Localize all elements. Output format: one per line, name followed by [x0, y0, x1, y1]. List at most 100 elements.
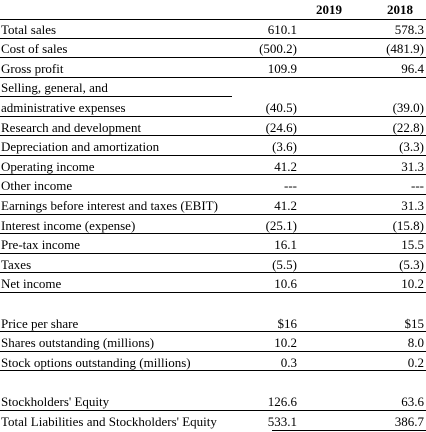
row-label: Operating income [1, 158, 95, 174]
table-row: Operating income 41.2 31.3 [0, 157, 426, 177]
row-divider [0, 410, 426, 411]
row-label: Shares outstanding (millions) [1, 335, 155, 351]
row-label: Stock options outstanding (millions) [1, 354, 191, 370]
value-2018: (481.9) [386, 41, 424, 57]
row-divider [0, 194, 426, 195]
value-2019: (40.5) [265, 100, 297, 115]
value-2018: (3.3) [399, 139, 424, 155]
table-row: Research and development (24.6) (22.8) [0, 118, 426, 138]
table-row [0, 372, 426, 392]
table-header-row: 2019 2018 [0, 0, 426, 20]
row-label: Taxes [1, 256, 32, 272]
value-2019: $16 [277, 315, 298, 331]
row-label: Net income [1, 276, 62, 292]
table-row: administrative expenses (40.5) (39.0) [0, 98, 426, 118]
value-2018: (39.0) [392, 100, 424, 115]
row-divider [0, 253, 426, 254]
header-2019: 2019 [316, 2, 342, 17]
value-2019: --- [284, 178, 297, 194]
row-divider [0, 272, 426, 273]
value-2018: 31.3 [401, 158, 424, 174]
value-2019: 41.2 [274, 158, 297, 174]
value-2019: 109.9 [267, 60, 297, 76]
table-row: Other income --- --- [0, 176, 426, 196]
value-2019: (5.5) [272, 256, 297, 272]
row-label: Total sales [1, 21, 57, 37]
header-2018: 2018 [387, 2, 413, 17]
table-row: Taxes (5.5) (5.3) [0, 255, 426, 275]
table-row: Cost of sales (500.2) (481.9) [0, 39, 426, 59]
value-2019: (24.6) [265, 119, 297, 135]
value-2019: 533.1 [267, 413, 297, 429]
row-label: Depreciation and amortization [1, 139, 160, 155]
value-2018: 578.3 [394, 21, 424, 37]
value-2018: 96.4 [401, 60, 424, 76]
row-label: administrative expenses [1, 100, 126, 115]
row-divider [0, 96, 232, 97]
value-2018: (22.8) [392, 119, 424, 135]
value-2018: 63.6 [401, 394, 424, 409]
row-label: Research and development [1, 119, 142, 135]
row-label: Earnings before interest and taxes (EBIT… [1, 198, 218, 213]
row-label: Stockholders' Equity [1, 394, 110, 409]
row-label: Pre-tax income [1, 237, 81, 253]
value-2019: 10.6 [274, 276, 297, 292]
row-divider [0, 331, 426, 332]
table-row: Interest income (expense) (25.1) (15.8) [0, 216, 426, 236]
row-divider [0, 116, 426, 117]
table-row: Selling, general, and [0, 78, 426, 98]
table-row: Gross profit 109.9 96.4 [0, 59, 426, 79]
row-divider [0, 214, 426, 215]
table-row: Price per share $16 $15 [0, 314, 426, 334]
row-label: Other income [1, 178, 73, 194]
row-divider [0, 351, 426, 352]
value-2018: 8.0 [407, 335, 424, 351]
row-divider [272, 430, 364, 431]
table-row: Depreciation and amortization (3.6) (3.3) [0, 137, 426, 157]
table-row: Stock options outstanding (millions) 0.3 0… [0, 353, 426, 373]
row-label: Selling, general, and [1, 80, 108, 96]
value-2018: $15 [404, 315, 425, 331]
row-divider [0, 292, 426, 293]
value-2018: 15.5 [401, 237, 424, 253]
value-2019: (3.6) [272, 139, 297, 155]
row-label: Total Liabilities and Stockholders' Equi… [1, 413, 217, 429]
value-2018: --- [411, 178, 424, 194]
value-2019: 126.6 [267, 394, 297, 409]
table-row: Total sales 610.1 578.3 [0, 20, 426, 40]
value-2019: (25.1) [265, 217, 297, 233]
table-row: Net income 10.6 10.2 [0, 274, 426, 294]
value-2018: 10.2 [401, 276, 424, 292]
table-row: Total Liabilities and Stockholders' Equi… [0, 412, 426, 432]
value-2019: 41.2 [274, 198, 297, 213]
value-2018: 386.7 [394, 413, 424, 429]
table-row: Shares outstanding (millions) 10.2 8.0 [0, 333, 426, 353]
row-label: Cost of sales [1, 41, 68, 57]
row-label: Gross profit [1, 60, 64, 76]
value-2019: 610.1 [267, 21, 297, 37]
value-2019: (500.2) [259, 41, 297, 57]
value-2018: (15.8) [392, 217, 424, 233]
table-row [0, 294, 426, 314]
value-2019: 0.3 [280, 354, 297, 370]
row-divider [0, 38, 426, 39]
value-2019: 16.1 [274, 237, 297, 253]
table-row: Pre-tax income 16.1 15.5 [0, 235, 426, 255]
value-2018: 0.2 [407, 354, 424, 370]
row-divider [0, 174, 426, 175]
row-divider [350, 430, 426, 431]
row-label: Interest income (expense) [1, 217, 136, 233]
row-divider [0, 370, 426, 371]
row-divider [0, 19, 426, 20]
row-label: Price per share [1, 315, 79, 331]
value-2018: 31.3 [401, 198, 424, 213]
row-divider [0, 77, 426, 78]
row-divider [0, 135, 426, 136]
table-row: Earnings before interest and taxes (EBIT… [0, 196, 426, 216]
row-divider [0, 57, 426, 58]
value-2019: 10.2 [274, 335, 297, 351]
table-row: Stockholders' Equity 126.6 63.6 [0, 392, 426, 412]
value-2018: (5.3) [399, 256, 424, 272]
row-divider [0, 155, 426, 156]
row-divider [0, 233, 426, 234]
